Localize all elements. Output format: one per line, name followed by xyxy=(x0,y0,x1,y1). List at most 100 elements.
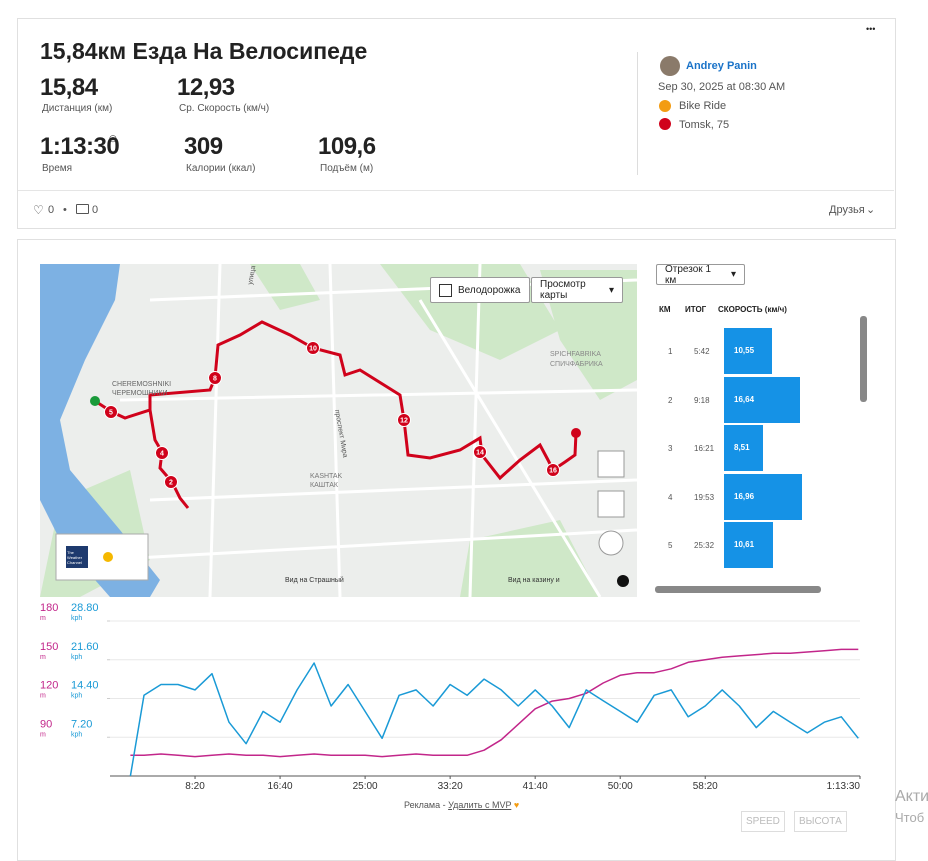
chevron: ⌄ xyxy=(866,204,876,216)
y2-tick-label: 14.40 xyxy=(71,680,99,692)
activity-type: Bike Ride xyxy=(679,100,727,112)
fullscreen[interactable] xyxy=(597,450,625,478)
split-bar xyxy=(724,522,773,568)
split-time: 16:21 xyxy=(694,444,715,453)
x-tick-label: 8:20 xyxy=(185,781,205,792)
info[interactable] xyxy=(617,575,629,587)
route-marker xyxy=(104,405,118,419)
y2-tick-label: 28.80 xyxy=(71,602,99,614)
pin-icon xyxy=(659,118,671,130)
pan[interactable] xyxy=(598,530,624,556)
park xyxy=(40,264,637,597)
river xyxy=(40,264,160,597)
y-tick-label: 90 xyxy=(40,718,52,730)
map-view-button[interactable]: Просмотр карты ▾ xyxy=(531,277,623,303)
marker-label: 4 xyxy=(160,451,164,458)
x-tick-label: 1:13:30 xyxy=(827,781,861,792)
stat-value: 109,6 xyxy=(318,133,376,160)
y2-unit: kph xyxy=(71,731,82,738)
route-marker xyxy=(306,341,320,355)
route-marker xyxy=(208,371,222,385)
marker-label: 16 xyxy=(549,468,557,475)
menu[interactable]: ••• xyxy=(866,24,876,34)
weather-logo xyxy=(66,546,88,568)
avatar[interactable] xyxy=(660,56,680,76)
athlete-name[interactable]: Andrey Panin xyxy=(686,60,757,72)
legend-elevation[interactable]: ВЫСОТА xyxy=(794,811,847,832)
marker-label: 8 xyxy=(213,376,217,383)
x-tick-label: 33:20 xyxy=(438,781,463,792)
comments[interactable]: 0 xyxy=(92,204,99,216)
y-tick-label: 150 xyxy=(40,641,58,653)
stat-label: Время xyxy=(42,163,73,174)
split-selector[interactable]: Отрезок 1 км ▾ xyxy=(656,263,745,286)
y2-tick-label: 7.20 xyxy=(71,718,92,730)
split-km: 4 xyxy=(668,492,673,502)
stat-value: 309 xyxy=(184,133,223,160)
split-value: 10,61 xyxy=(734,540,755,549)
splits-table: КМ ИТОГ СКОРОСТЬ (км/ч) 1 5:42 10,55 2 9:18 16,6… xyxy=(656,300,856,583)
stat-value: 12,93 xyxy=(177,74,235,101)
split-time: 5:42 xyxy=(694,347,710,356)
split-value: 16,64 xyxy=(734,394,755,404)
stat-label: Подъём (м) xyxy=(320,163,374,174)
y-tick-label: 180 xyxy=(40,602,58,614)
divider xyxy=(637,52,638,175)
map[interactable] xyxy=(40,264,637,597)
split-value: 16,96 xyxy=(734,491,755,501)
route-marker xyxy=(473,445,487,459)
x-tick-label: 25:00 xyxy=(353,781,378,792)
map-label: Вид на казину и xyxy=(508,577,560,584)
route-marker xyxy=(546,463,560,477)
bike-icon xyxy=(659,100,671,112)
y-tick-label: 120 xyxy=(40,680,58,692)
y-unit: m xyxy=(40,731,46,738)
map-label: Вид на Страшный xyxy=(285,576,344,584)
split-km: 1 xyxy=(668,347,673,356)
visibility[interactable]: Друзья xyxy=(829,204,865,216)
likes[interactable]: 0 xyxy=(48,204,55,216)
split-km: 3 xyxy=(668,444,673,453)
ad: Реклама - Удалить с MVP ♥ xyxy=(404,800,520,810)
locate[interactable] xyxy=(597,490,625,518)
scrollbar-v[interactable] xyxy=(860,316,867,402)
info-icon[interactable]: ◎ xyxy=(109,133,117,143)
marker-label: 2 xyxy=(169,480,173,487)
x-tick-label: 50:00 xyxy=(608,781,633,792)
separator xyxy=(18,190,894,191)
bike-lane-toggle[interactable]: Велодорожка xyxy=(430,277,530,303)
map-label: KASHTAK xyxy=(310,473,342,480)
scrollbar-h[interactable] xyxy=(655,586,821,593)
split-value: 8,51 xyxy=(734,443,750,452)
split-time: 19:53 xyxy=(694,492,715,502)
date: Sep 30, 2025 at 08:30 AM xyxy=(658,81,786,93)
marker-label: 10 xyxy=(309,346,317,353)
like-icon[interactable]: ♡ xyxy=(33,203,44,217)
stat-label: Дистанция (км) xyxy=(42,103,113,114)
split-km: 2 xyxy=(668,395,673,405)
marker-label: 12 xyxy=(400,418,408,425)
legend-speed[interactable]: SPEED xyxy=(741,811,785,832)
stat-value: 1:13:30 xyxy=(40,133,120,160)
map-label: улица xyxy=(247,265,257,285)
dot: • xyxy=(63,204,67,216)
series-line xyxy=(130,648,859,758)
sun xyxy=(103,552,113,562)
map-label: SPICHFABRIKA xyxy=(550,351,601,358)
split-bar xyxy=(724,473,802,520)
y-unit: m xyxy=(40,615,46,622)
x-tick-label: 16:40 xyxy=(268,781,293,792)
split-bar xyxy=(724,425,764,471)
ad-label: Реклама - xyxy=(404,800,449,810)
comment-icon[interactable] xyxy=(76,204,89,214)
stat-label: Ср. Скорость (км/ч) xyxy=(179,103,270,114)
split-selector-label: Отрезок 1 км xyxy=(665,263,712,286)
legend-label: SPEED xyxy=(746,816,780,827)
route-marker xyxy=(397,413,411,427)
remove-ads[interactable]: Удалить с MVP xyxy=(448,800,512,810)
split-header: КМ xyxy=(659,305,671,314)
title: 15,84км Езда На Велосипеде xyxy=(40,38,368,64)
marker-label: 5 xyxy=(109,410,113,417)
route-marker xyxy=(155,446,169,460)
